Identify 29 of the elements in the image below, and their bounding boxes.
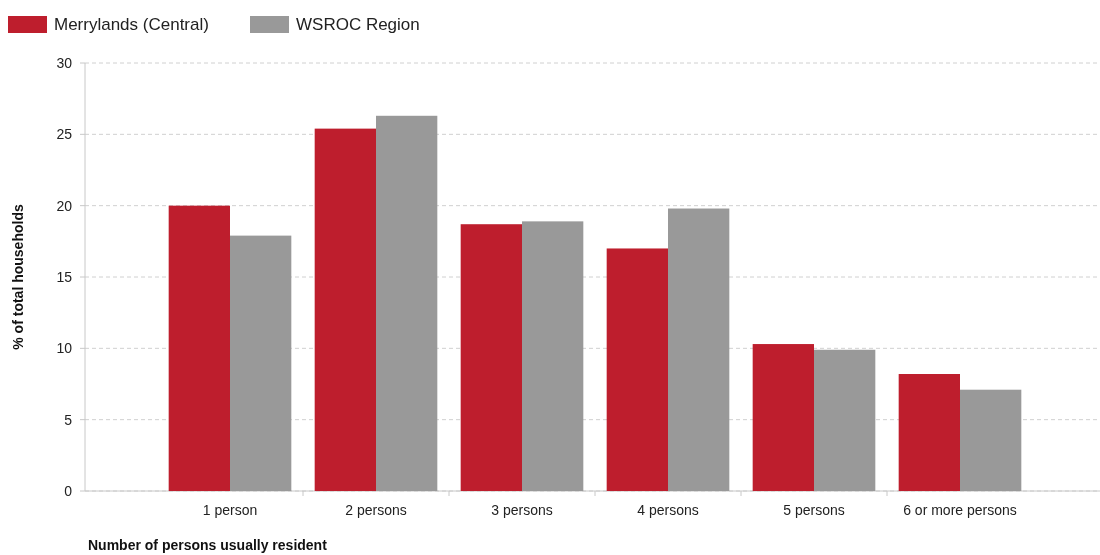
bar [230,235,292,491]
bar [522,221,584,491]
y-tick-label: 15 [56,268,73,285]
x-tick-label: 4 persons [637,502,699,518]
y-tick-label: 20 [56,197,73,214]
bar [168,205,230,491]
y-tick-label: 0 [64,482,73,499]
x-tick-label: 2 persons [345,502,407,518]
x-tick-label: 6 or more persons [903,502,1017,518]
bar [314,128,376,491]
y-axis-title: % of total households [10,204,26,350]
y-tick-label: 30 [56,54,73,71]
y-tick-label: 25 [56,126,73,143]
y-tick-label: 5 [64,411,73,428]
x-tick-label: 3 persons [491,502,553,518]
bar [668,208,730,491]
legend-label: WSROC Region [296,14,420,34]
x-tick-label: 1 person [202,502,258,518]
legend-label: Merrylands (Central) [54,14,209,34]
bar [960,389,1022,491]
bar [460,224,522,491]
x-tick-label: 5 persons [783,502,845,518]
y-tick-label: 10 [56,340,73,357]
bar [376,115,438,491]
bar [606,248,668,491]
bar [752,344,814,491]
x-axis-title: Number of persons usually resident [88,537,328,553]
bar [898,374,960,491]
bar [814,349,876,491]
